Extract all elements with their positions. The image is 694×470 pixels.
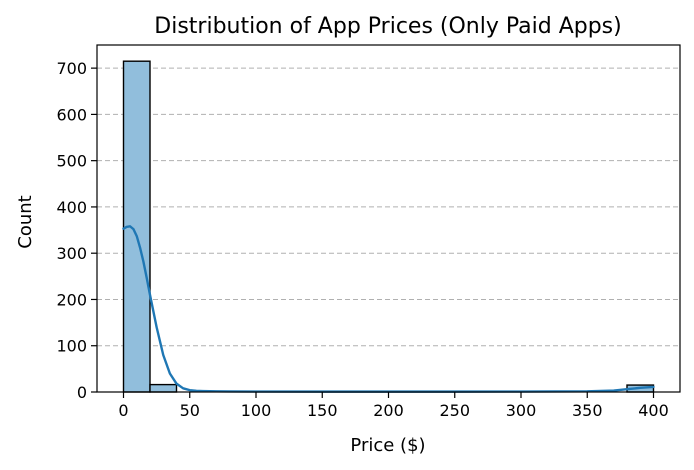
tick-layer: 0 100 200 300 400 500 600 700 0 50 100 150 200 250 300… [56, 59, 668, 420]
x-tick-label: 300 [506, 401, 537, 420]
x-tick-label: 50 [180, 401, 200, 420]
y-tick-label: 400 [56, 198, 87, 217]
kde-line [122, 225, 655, 393]
x-tick-label: 250 [439, 401, 470, 420]
bar-layer [122, 60, 655, 393]
x-tick-label: 100 [241, 401, 272, 420]
plot-frame [96, 44, 681, 393]
x-tick-label: 400 [638, 401, 669, 420]
x-tick-label: 150 [307, 401, 338, 420]
y-tick-label: 300 [56, 244, 87, 263]
y-tick-label: 600 [56, 105, 87, 124]
x-tick-label: 350 [572, 401, 603, 420]
x-tick-label: 0 [118, 401, 128, 420]
y-tick-label: 200 [56, 290, 87, 309]
y-axis-label: Count [15, 195, 36, 248]
y-tick-label: 100 [56, 337, 87, 356]
x-tick-label: 200 [373, 401, 404, 420]
histogram-bar [149, 383, 178, 393]
grid-layer [97, 67, 680, 393]
x-axis-label: Price ($) [350, 435, 425, 456]
kde-layer [122, 225, 655, 393]
chart-title: Distribution of App Prices (Only Paid Ap… [154, 14, 621, 39]
y-tick-label: 0 [77, 383, 87, 402]
y-tick-label: 500 [56, 152, 87, 171]
y-tick-label: 700 [56, 59, 87, 78]
